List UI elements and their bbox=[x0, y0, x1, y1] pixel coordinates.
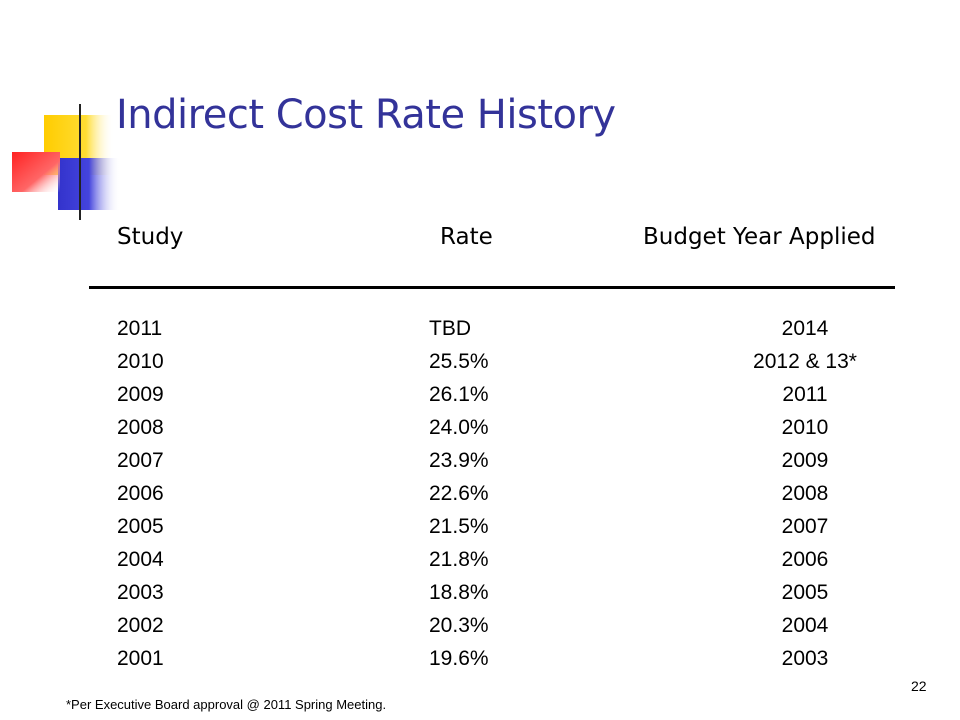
cell-rate: 21.8% bbox=[429, 548, 489, 571]
cell-rate: 24.0% bbox=[429, 416, 489, 439]
cell-rate: 26.1% bbox=[429, 383, 489, 406]
cell-budget-year: 2010 bbox=[781, 416, 829, 439]
cell-rate: 22.6% bbox=[429, 482, 489, 505]
table-row: 2010 25.5% 2012 & 13* bbox=[0, 350, 960, 383]
cell-study: 2002 bbox=[117, 614, 164, 637]
cell-budget-year: 2009 bbox=[781, 449, 829, 472]
footnote: *Per Executive Board approval @ 2011 Spr… bbox=[66, 697, 387, 712]
column-header-budget-year: Budget Year Applied bbox=[643, 224, 876, 250]
cell-study: 2001 bbox=[117, 647, 164, 670]
cell-study: 2008 bbox=[117, 416, 164, 439]
cell-rate: TBD bbox=[429, 317, 471, 340]
cell-rate: 23.9% bbox=[429, 449, 489, 472]
cell-study: 2005 bbox=[117, 515, 164, 538]
header-divider bbox=[89, 286, 895, 289]
table-row: 2003 18.8% 2005 bbox=[0, 581, 960, 614]
blue-square bbox=[58, 158, 120, 210]
cell-study: 2007 bbox=[117, 449, 164, 472]
slide-title: Indirect Cost Rate History bbox=[116, 92, 616, 138]
cell-study: 2004 bbox=[117, 548, 164, 571]
page-number: 22 bbox=[911, 678, 927, 694]
table-row: 2011 TBD 2014 bbox=[0, 317, 960, 350]
rate-table-body: 2011 TBD 2014 2010 25.5% 2012 & 13* 2009… bbox=[0, 317, 960, 680]
table-row: 2001 19.6% 2003 bbox=[0, 647, 960, 680]
cell-budget-year: 2012 & 13* bbox=[753, 350, 857, 373]
table-row: 2006 22.6% 2008 bbox=[0, 482, 960, 515]
cell-budget-year: 2006 bbox=[781, 548, 829, 571]
cell-study: 2011 bbox=[117, 317, 163, 340]
cell-budget-year: 2008 bbox=[781, 482, 829, 505]
decorative-squares-logo bbox=[12, 104, 200, 220]
cell-study: 2010 bbox=[117, 350, 164, 373]
column-header-study: Study bbox=[117, 224, 184, 250]
cell-study: 2003 bbox=[117, 581, 164, 604]
table-row: 2005 21.5% 2007 bbox=[0, 515, 960, 548]
column-header-rate: Rate bbox=[440, 224, 493, 250]
table-row: 2008 24.0% 2010 bbox=[0, 416, 960, 449]
cell-budget-year: 2005 bbox=[781, 581, 829, 604]
table-row: 2002 20.3% 2004 bbox=[0, 614, 960, 647]
cell-rate: 25.5% bbox=[429, 350, 489, 373]
table-row: 2004 21.8% 2006 bbox=[0, 548, 960, 581]
cell-rate: 20.3% bbox=[429, 614, 489, 637]
table-row: 2009 26.1% 2011 bbox=[0, 383, 960, 416]
cell-rate: 21.5% bbox=[429, 515, 489, 538]
cell-rate: 18.8% bbox=[429, 581, 489, 604]
cell-budget-year: 2003 bbox=[781, 647, 829, 670]
table-row: 2007 23.9% 2009 bbox=[0, 449, 960, 482]
cell-rate: 19.6% bbox=[429, 647, 489, 670]
cell-budget-year: 2011 bbox=[782, 383, 828, 406]
cell-budget-year: 2007 bbox=[781, 515, 829, 538]
cell-study: 2006 bbox=[117, 482, 164, 505]
cell-study: 2009 bbox=[117, 383, 164, 406]
cell-budget-year: 2014 bbox=[781, 317, 829, 340]
cell-budget-year: 2004 bbox=[781, 614, 829, 637]
